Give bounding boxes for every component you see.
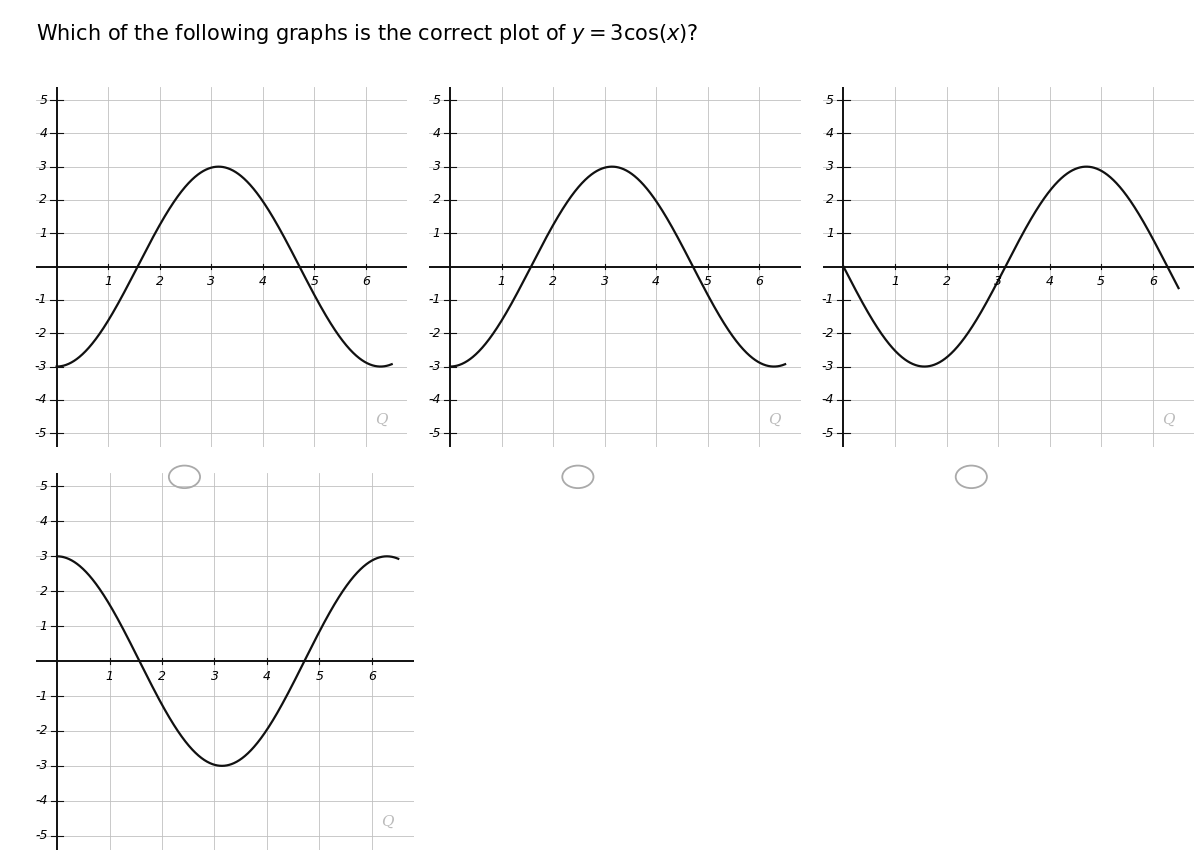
Text: -5: -5 [35, 427, 47, 440]
Text: 3: 3 [40, 550, 48, 563]
Text: -2: -2 [822, 327, 834, 340]
Text: 2: 2 [550, 275, 557, 288]
Text: 5: 5 [40, 480, 48, 493]
Text: -1: -1 [428, 293, 440, 306]
Text: -1: -1 [822, 293, 834, 306]
Text: Q: Q [1162, 413, 1175, 427]
Text: 2: 2 [156, 275, 163, 288]
Text: -2: -2 [35, 725, 48, 738]
Text: -4: -4 [428, 394, 440, 407]
Text: -1: -1 [35, 689, 48, 702]
Text: 3: 3 [994, 275, 1002, 288]
Text: -5: -5 [822, 427, 834, 440]
Text: 5: 5 [433, 94, 440, 107]
Text: 2: 2 [158, 670, 166, 683]
Text: 1: 1 [826, 227, 834, 240]
Text: -3: -3 [35, 759, 48, 772]
Text: 5: 5 [316, 670, 324, 683]
Text: 1: 1 [498, 275, 505, 288]
Text: 2: 2 [942, 275, 950, 288]
Text: 2: 2 [40, 193, 47, 206]
Text: 1: 1 [40, 620, 48, 633]
Text: -2: -2 [428, 327, 440, 340]
Text: 5: 5 [40, 94, 47, 107]
Text: 4: 4 [1045, 275, 1054, 288]
Text: 2: 2 [40, 584, 48, 597]
Text: 6: 6 [362, 275, 370, 288]
Text: 2: 2 [433, 193, 440, 206]
Text: 5: 5 [311, 275, 318, 288]
Text: 6: 6 [1148, 275, 1157, 288]
Text: 1: 1 [892, 275, 899, 288]
Text: 1: 1 [106, 670, 114, 683]
Text: 4: 4 [826, 127, 834, 140]
Text: 4: 4 [433, 127, 440, 140]
Text: 1: 1 [433, 227, 440, 240]
Text: -3: -3 [428, 360, 440, 373]
Text: -4: -4 [822, 394, 834, 407]
Text: 4: 4 [40, 127, 47, 140]
Text: -4: -4 [35, 394, 47, 407]
Text: 2: 2 [826, 193, 834, 206]
Text: -5: -5 [35, 829, 48, 842]
Text: 5: 5 [1097, 275, 1105, 288]
Text: 1: 1 [104, 275, 112, 288]
Text: -1: -1 [35, 293, 47, 306]
Text: 3: 3 [208, 275, 215, 288]
Text: -3: -3 [35, 360, 47, 373]
Text: -3: -3 [822, 360, 834, 373]
Text: Q: Q [382, 815, 394, 829]
Text: Q: Q [768, 413, 781, 427]
Text: -4: -4 [35, 794, 48, 807]
Text: 3: 3 [40, 160, 47, 173]
Text: Q: Q [376, 413, 388, 427]
Text: 6: 6 [755, 275, 763, 288]
Text: 5: 5 [826, 94, 834, 107]
Text: -5: -5 [428, 427, 440, 440]
Text: 4: 4 [40, 515, 48, 528]
Text: -2: -2 [35, 327, 47, 340]
Text: 6: 6 [368, 670, 376, 683]
Text: 4: 4 [653, 275, 660, 288]
Text: 3: 3 [433, 160, 440, 173]
Text: 1: 1 [40, 227, 47, 240]
Text: 3: 3 [826, 160, 834, 173]
Text: 4: 4 [259, 275, 266, 288]
Text: 5: 5 [703, 275, 712, 288]
Text: 4: 4 [263, 670, 271, 683]
Text: 3: 3 [601, 275, 608, 288]
Text: Which of the following graphs is the correct plot of $y = 3\cos(x)$?: Which of the following graphs is the cor… [36, 22, 698, 46]
Text: 3: 3 [210, 670, 218, 683]
